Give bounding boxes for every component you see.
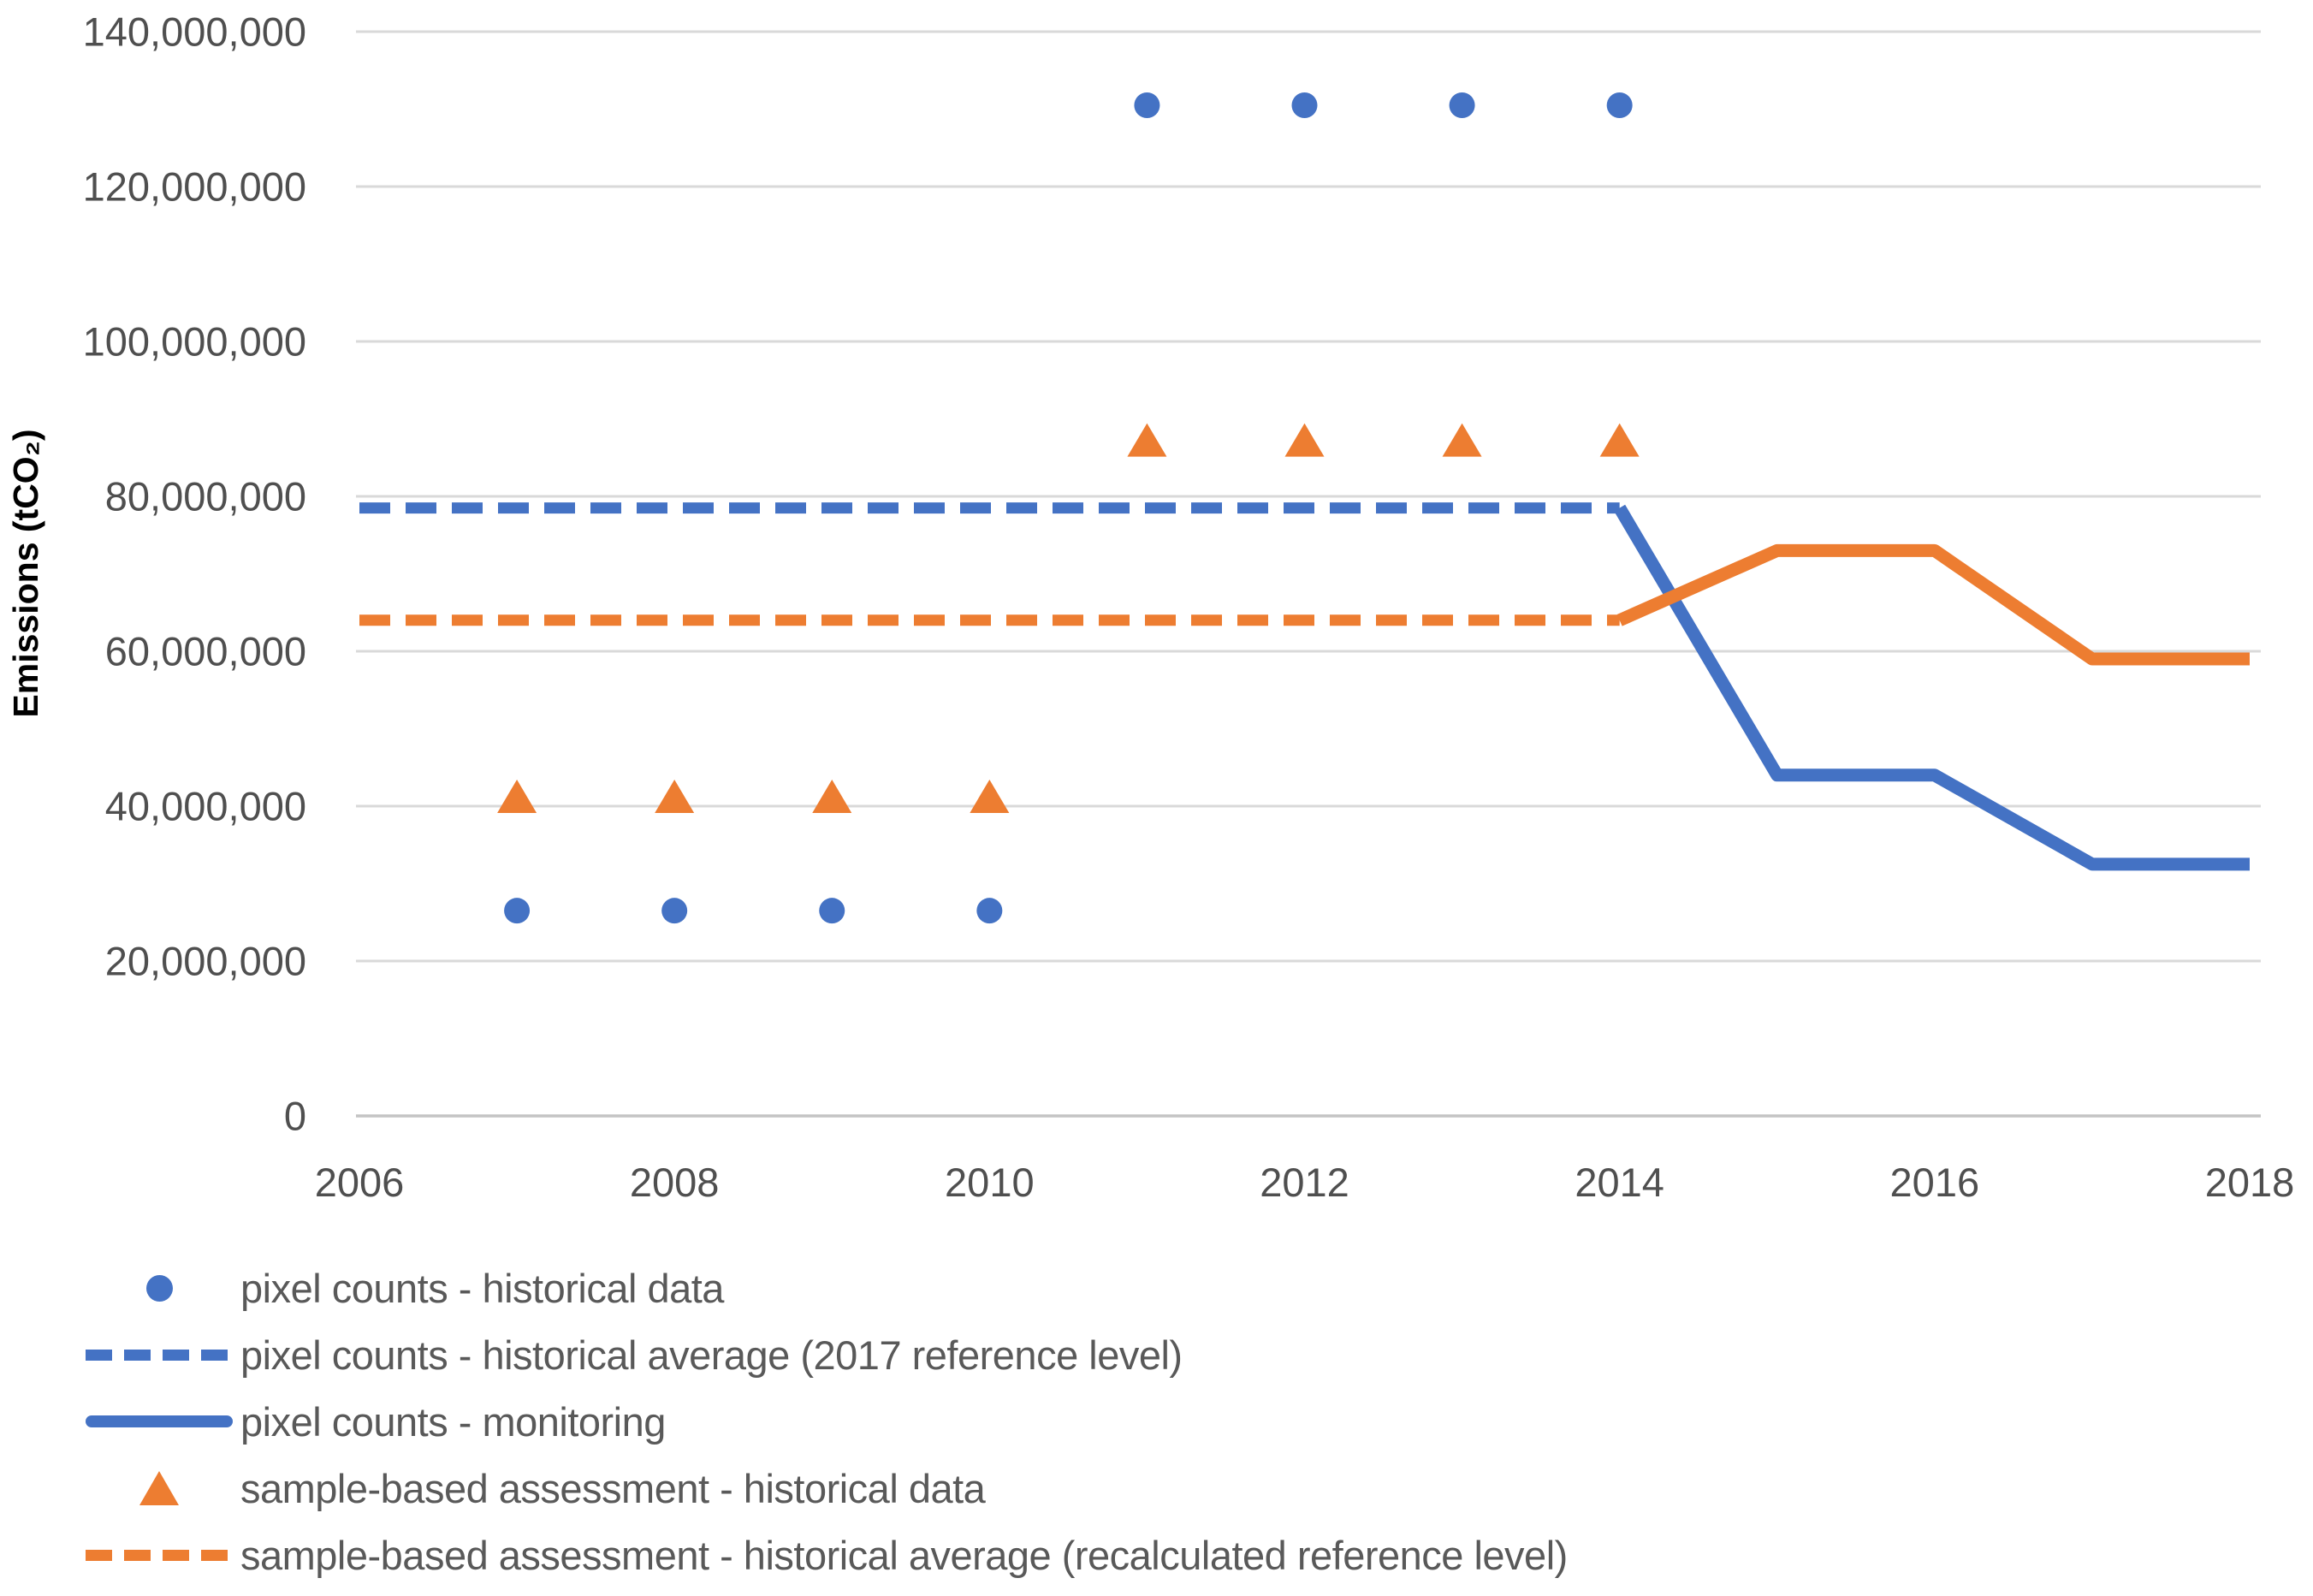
legend-label: pixel counts - historical data	[240, 1265, 724, 1311]
scatter-point-circle	[504, 898, 531, 924]
x-tick-label: 2014	[1575, 1160, 1664, 1205]
legend-label: pixel counts - monitoring	[240, 1398, 666, 1445]
emissions-chart-plot: 0 20,000,000 40,000,000 60,000,000 80,000,00…	[6, 9, 2295, 1205]
scatter-point-triangle	[1284, 423, 1325, 457]
y-axis-tick-labels: 0 20,000,000 40,000,000 60,000,000 80,000,00…	[83, 9, 306, 1138]
scatter-point-triangle	[1442, 423, 1482, 457]
legend-item: sample-based assessment - historical dat…	[86, 1455, 1568, 1522]
scatter-point-triangle	[1127, 423, 1167, 457]
y-tick-label: 40,000,000	[105, 783, 306, 828]
scatter-point-circle	[1291, 92, 1318, 118]
scatter-point-triangle	[497, 779, 537, 813]
legend-item: pixel counts - monitoring	[86, 1388, 1568, 1455]
legend-circle-marker-icon	[145, 1274, 173, 1302]
legend-label: sample-based assessment - historical dat…	[240, 1465, 986, 1511]
y-tick-label: 80,000,000	[105, 473, 306, 519]
scatter-point-circle	[976, 898, 1003, 924]
legend-solid-line-icon	[86, 1415, 233, 1427]
scatter-point-circle	[1134, 92, 1160, 118]
legend-item: pixel counts - historical average (2017 …	[86, 1321, 1568, 1388]
x-axis-tick-labels: 2006 2008 2010 2012 2014 2016 2018	[315, 1160, 2295, 1205]
legend-dashed-line-icon	[86, 1549, 233, 1561]
x-tick-label: 2012	[1260, 1160, 1349, 1205]
x-tick-label: 2016	[1890, 1160, 1980, 1205]
y-tick-label: 60,000,000	[105, 628, 306, 673]
scatter-point-triangle	[812, 779, 852, 813]
scatter-point-circle	[661, 898, 688, 924]
y-tick-label: 140,000,000	[83, 9, 306, 54]
x-tick-label: 2018	[2205, 1160, 2295, 1205]
scatter-point-circle	[819, 898, 845, 924]
solid-series-line	[1614, 504, 2250, 871]
legend-label: pixel counts - historical average (2017 …	[240, 1332, 1183, 1378]
y-tick-label: 20,000,000	[105, 938, 306, 983]
x-tick-label: 2010	[945, 1160, 1035, 1205]
scatter-point-triangle	[970, 779, 1010, 813]
legend-dashed-line-icon	[86, 1349, 233, 1361]
scatter-point-circle	[1449, 92, 1475, 118]
y-tick-label: 120,000,000	[83, 163, 306, 209]
x-tick-label: 2006	[315, 1160, 405, 1205]
y-tick-label: 0	[284, 1093, 306, 1138]
solid-series-line	[1616, 543, 2250, 666]
chart-legend: pixel counts - historical data pixel coun…	[86, 1255, 1568, 1588]
legend-triangle-marker-icon	[139, 1471, 179, 1505]
y-tick-label: 100,000,000	[83, 318, 306, 364]
scatter-point-triangle	[1599, 423, 1640, 457]
scatter-point-circle	[1606, 92, 1633, 118]
scatter-point-triangle	[655, 779, 695, 813]
legend-item: sample-based assessment - historical ave…	[86, 1522, 1568, 1588]
y-axis-title: Emissions (tCO₂)	[6, 429, 45, 717]
x-tick-label: 2008	[630, 1160, 720, 1205]
legend-item: pixel counts - historical data	[86, 1255, 1568, 1321]
data-series	[359, 92, 2250, 924]
legend-label: sample-based assessment - historical ave…	[240, 1532, 1568, 1578]
